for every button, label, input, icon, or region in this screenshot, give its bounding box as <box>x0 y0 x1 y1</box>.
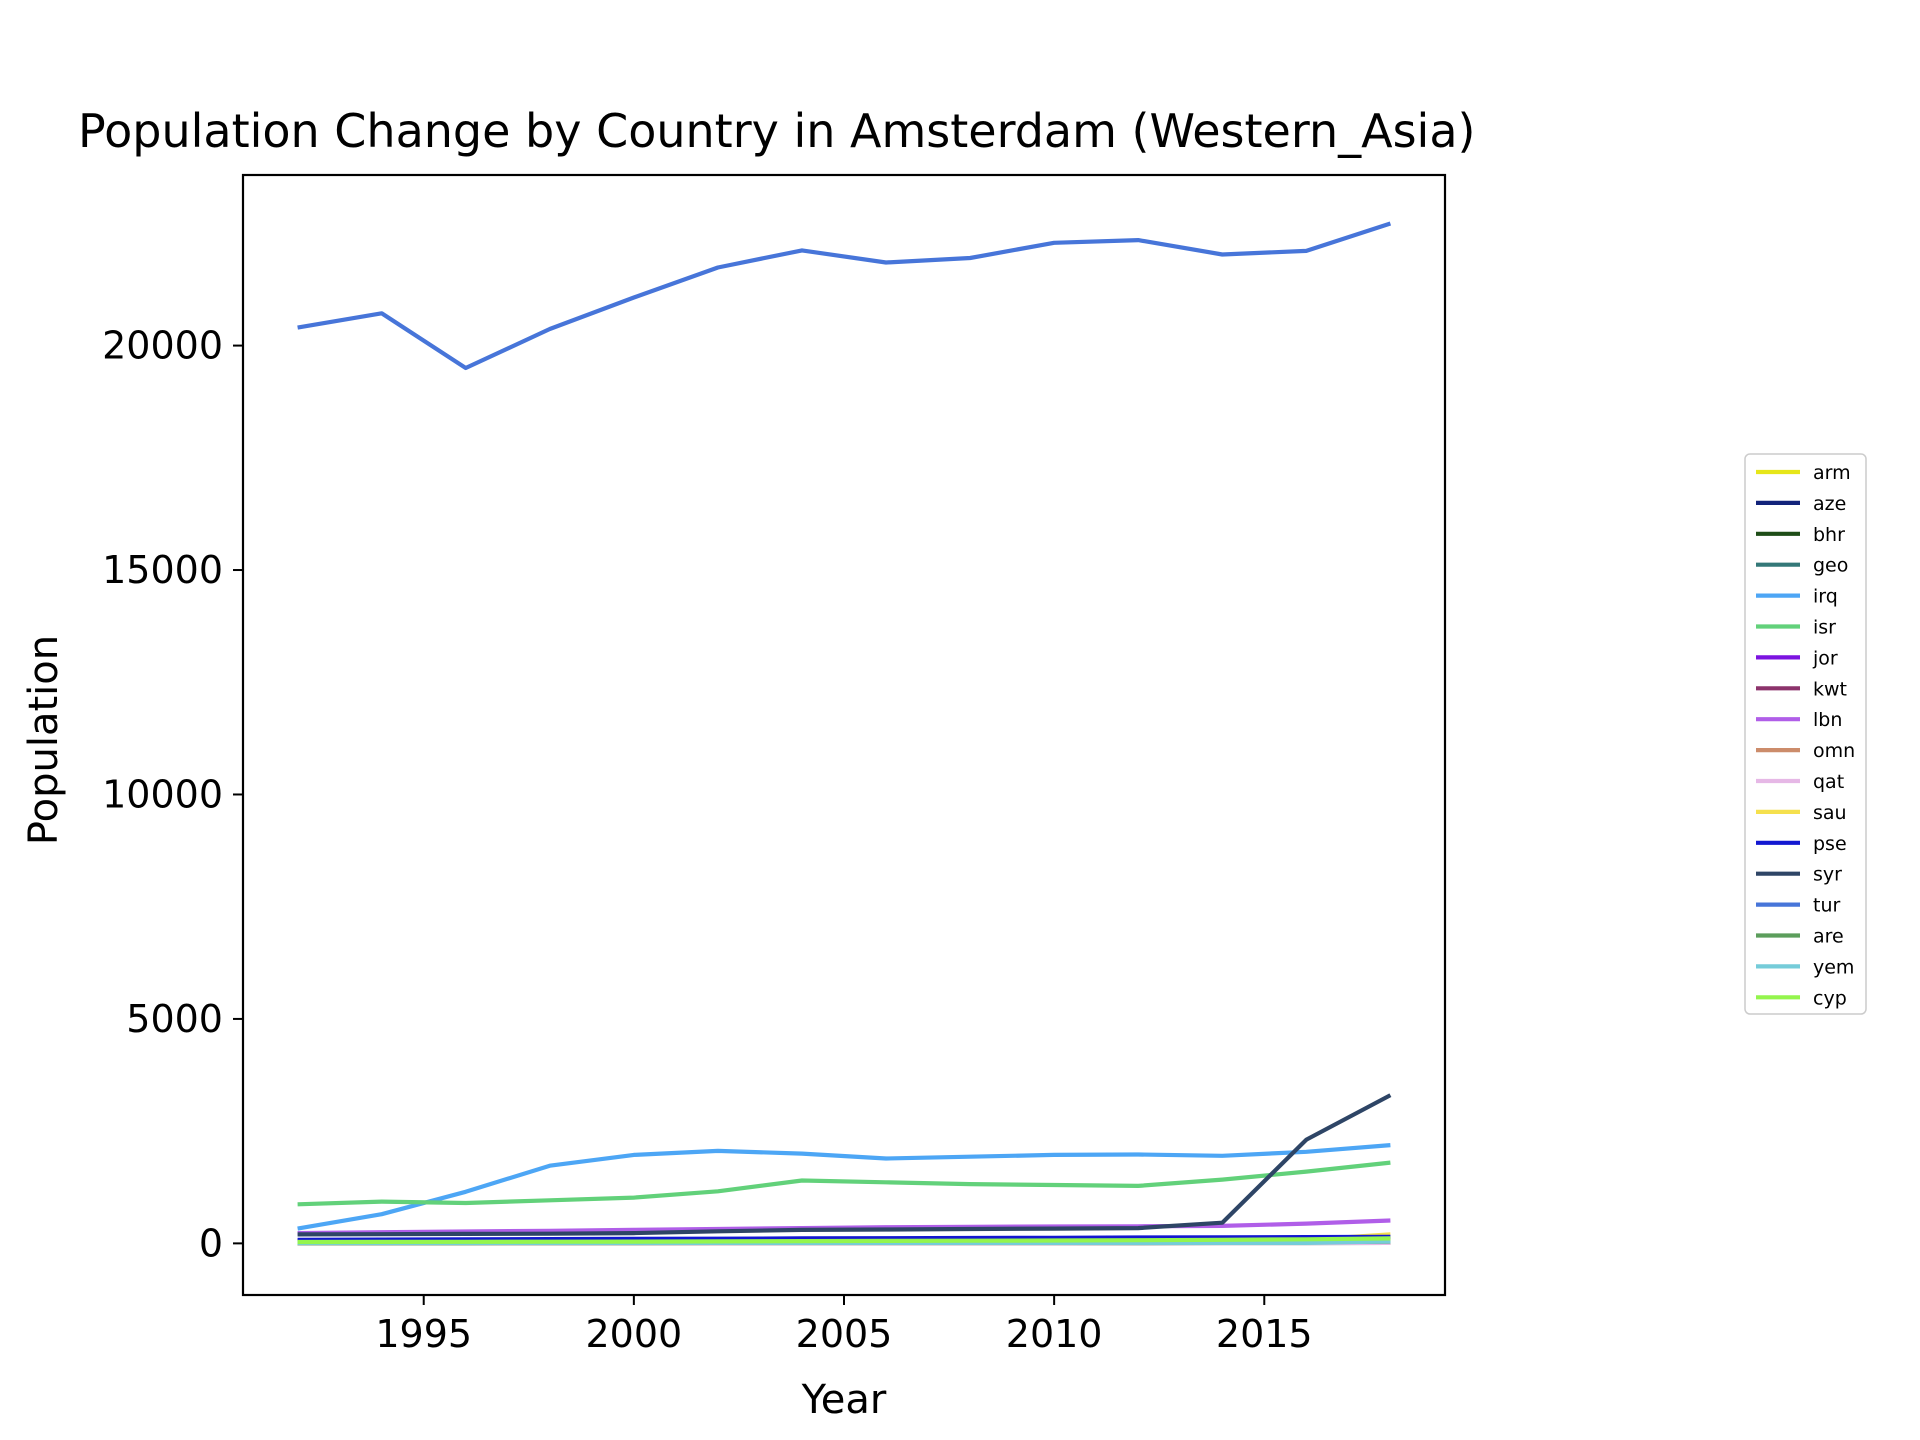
legend-label-qat: qat <box>1813 771 1844 793</box>
x-tick-label: 1995 <box>375 1312 472 1356</box>
x-axis: 1995 2000 2005 2010 2015 <box>375 1295 1313 1356</box>
series-line-pse <box>297 1234 1391 1242</box>
x-tick-label: 2005 <box>796 1312 893 1356</box>
y-tick-label: 0 <box>199 1221 223 1265</box>
series-line-irq <box>297 1143 1391 1231</box>
legend: arm aze bhr geo irq isr jor kwt lbn omn qat sau pse s… <box>1744 453 1867 1015</box>
legend-label-are: are <box>1813 926 1844 948</box>
legend-label-yem: yem <box>1813 956 1854 978</box>
chart-title: Population Change by Country in Amsterda… <box>78 104 1475 158</box>
axes-frame <box>241 173 1447 1297</box>
y-axis-label: Population <box>21 635 67 845</box>
legend-label-pse: pse <box>1813 833 1847 855</box>
legend-label-arm: arm <box>1813 462 1851 484</box>
series-line-tur <box>297 221 1392 371</box>
legend-label-cyp: cyp <box>1813 987 1847 1009</box>
x-tick-label: 2010 <box>1006 1312 1103 1356</box>
legend-label-tur: tur <box>1813 895 1840 917</box>
x-axis-label: Year <box>801 1377 887 1423</box>
legend-label-irq: irq <box>1813 586 1838 608</box>
legend-label-lbn: lbn <box>1813 709 1842 731</box>
y-tick-label: 15000 <box>102 548 223 592</box>
legend-label-aze: aze <box>1813 493 1846 515</box>
legend-label-isr: isr <box>1813 617 1836 639</box>
legend-label-geo: geo <box>1813 555 1848 577</box>
series-line-syr <box>297 1093 1392 1237</box>
legend-label-omn: omn <box>1813 740 1855 762</box>
legend-label-sau: sau <box>1813 802 1847 824</box>
legend-label-bhr: bhr <box>1813 524 1845 546</box>
legend-label-kwt: kwt <box>1813 678 1847 700</box>
y-tick-label: 20000 <box>102 324 223 368</box>
y-axis: 0 5000 10000 15000 20000 <box>102 324 243 1265</box>
legend-frame <box>1744 453 1867 1015</box>
plot-area <box>297 221 1392 1246</box>
series-line-isr <box>297 1160 1391 1207</box>
legend-label-jor: jor <box>1812 647 1838 669</box>
series-line-cyp <box>297 1236 1391 1245</box>
y-tick-label: 5000 <box>126 997 223 1041</box>
x-tick-label: 2000 <box>586 1312 683 1356</box>
legend-label-syr: syr <box>1813 864 1842 886</box>
x-tick-label: 2015 <box>1216 1312 1313 1356</box>
y-tick-label: 10000 <box>102 772 223 816</box>
